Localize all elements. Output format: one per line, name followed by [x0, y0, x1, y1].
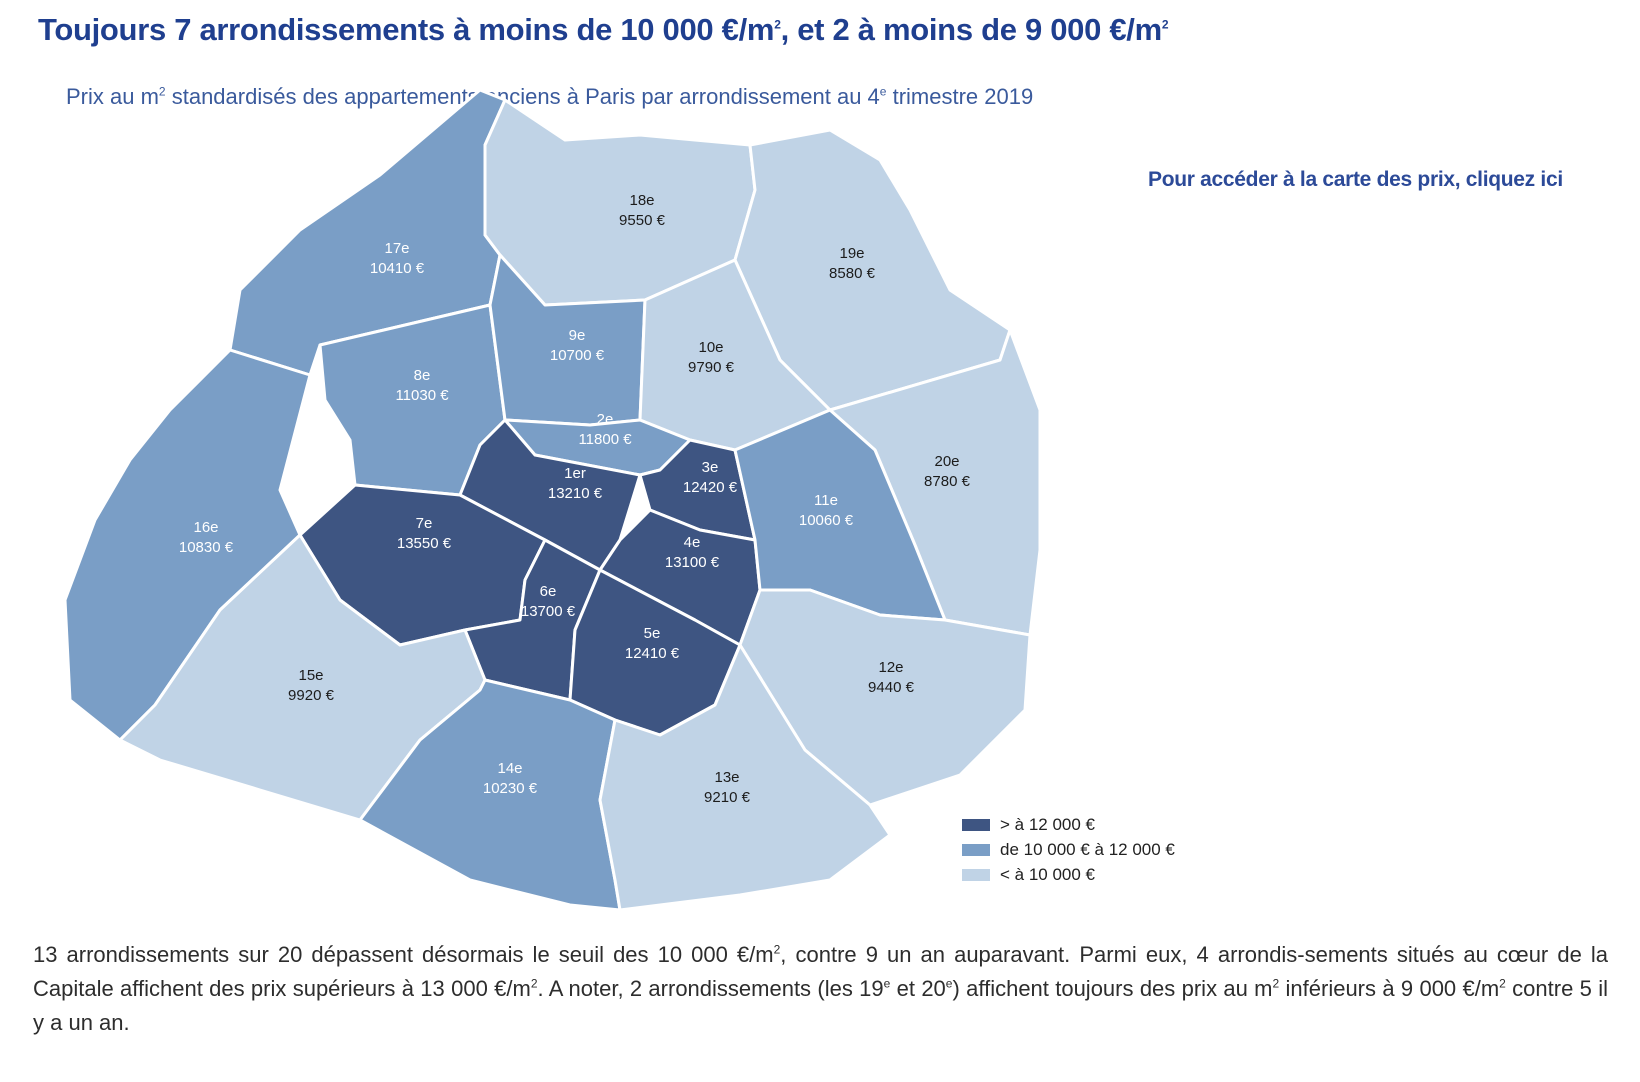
- legend-swatch: [962, 818, 990, 831]
- district-price: 8780 €: [924, 473, 971, 490]
- legend-item: de 10 000 € à 12 000 €: [962, 837, 1175, 862]
- district-price: 10700 €: [550, 347, 605, 364]
- district-name: 14e: [497, 760, 522, 777]
- district-label: 10e 9790 €: [688, 339, 735, 376]
- district-label: 11e 10060 €: [799, 492, 854, 529]
- title-superscript: 2: [1161, 17, 1169, 32]
- district-price: 10060 €: [799, 512, 854, 529]
- district-price: 9210 €: [704, 789, 751, 806]
- paragraph-superscript: 2: [1499, 976, 1506, 991]
- paragraph-text: 13 arrondissements sur 20 dépassent déso…: [33, 942, 774, 967]
- district-name: 15e: [298, 667, 323, 684]
- district-price: 10230 €: [483, 780, 538, 797]
- district-name: 10e: [698, 339, 723, 356]
- district-name: 19e: [839, 245, 864, 262]
- page-title: Toujours 7 arrondissements à moins de 10…: [38, 12, 1169, 48]
- district-label: 4e 13100 €: [665, 534, 720, 571]
- paragraph-superscript: 2: [773, 942, 781, 957]
- legend-label: < à 10 000 €: [1000, 864, 1096, 884]
- district-price: 11030 €: [395, 387, 449, 404]
- district-name: 5e: [644, 625, 661, 642]
- paragraph-text: . A noter, 2 arrondissements (les 19: [537, 976, 884, 1001]
- map-subtitle: Prix au m2 standardisés des appartements…: [66, 84, 1033, 110]
- district-price: 9920 €: [288, 687, 335, 704]
- district-price: 13700 €: [521, 603, 576, 620]
- district-label: 15e 9920 €: [288, 667, 335, 704]
- district-13[interactable]: [598, 643, 892, 912]
- subtitle-superscript: e: [879, 84, 887, 99]
- district-label: 7e 13550 €: [397, 515, 452, 552]
- district-name: 7e: [416, 515, 433, 532]
- district-price: 12420 €: [683, 479, 738, 496]
- district-14[interactable]: [358, 678, 622, 912]
- district-price: 13210 €: [548, 485, 603, 502]
- body-paragraph: 13 arrondissements sur 20 dépassent déso…: [33, 938, 1608, 1040]
- paragraph-superscript: e: [883, 976, 891, 991]
- district-price: 9440 €: [868, 679, 915, 696]
- legend-swatch: [962, 868, 990, 881]
- district-name: 8e: [414, 367, 431, 384]
- district-label: 13e 9210 €: [704, 769, 751, 806]
- district-name: 11e: [814, 492, 838, 509]
- district-price: 11800 €: [578, 431, 632, 448]
- paragraph-superscript: 2: [530, 976, 538, 991]
- district-label: 8e 11030 €: [395, 367, 449, 404]
- legend-item: < à 10 000 €: [962, 862, 1175, 887]
- district-label: 6e 13700 €: [521, 583, 576, 620]
- subtitle-superscript: 2: [158, 84, 166, 99]
- district-name: 1er: [564, 465, 586, 482]
- district-label: 14e 10230 €: [483, 760, 538, 797]
- district-label: 5e 12410 €: [625, 625, 680, 662]
- paragraph-text: inférieurs à 9 000 €/m: [1279, 976, 1500, 1001]
- legend-label: > à 12 000 €: [1000, 814, 1096, 834]
- district-label: 9e 10700 €: [550, 327, 605, 364]
- district-name: 2e: [597, 411, 614, 428]
- paragraph-text: ) affichent toujours des prix au m: [952, 976, 1273, 1001]
- district-label: 17e 10410 €: [370, 240, 425, 277]
- district-name: 13e: [714, 769, 739, 786]
- paris-arrondissement-map: 1er 13210 € 2e 11800 € 3e 12420 € 4e 13100 €…: [63, 88, 1042, 912]
- subtitle-text: trimestre 2019: [886, 84, 1034, 109]
- district-name: 9e: [569, 327, 586, 344]
- district-price: 13100 €: [665, 554, 720, 571]
- district-price: 9790 €: [688, 359, 735, 376]
- district-price: 9550 €: [619, 212, 666, 229]
- district-label: 1er 13210 €: [548, 465, 603, 502]
- district-name: 16e: [193, 519, 218, 536]
- title-text: Toujours 7 arrondissements à moins de 10…: [38, 12, 775, 47]
- subtitle-text: standardisés des appartements anciens à …: [165, 84, 880, 109]
- district-label: 12e 9440 €: [868, 659, 915, 696]
- district-name: 6e: [540, 583, 557, 600]
- district-name: 12e: [878, 659, 903, 676]
- paragraph-text: contre 5 il y a un an.: [33, 976, 1608, 1035]
- district-price: 13550 €: [397, 535, 452, 552]
- paragraph-superscript: 2: [1272, 976, 1280, 991]
- title-text: , et 2 à moins de 9 000 €/m: [780, 12, 1163, 47]
- district-price: 10830 €: [179, 539, 234, 556]
- district-name: 4e: [684, 534, 701, 551]
- district-label: 16e 10830 €: [179, 519, 234, 556]
- district-price: 12410 €: [625, 645, 680, 662]
- district-price: 8580 €: [829, 265, 876, 282]
- district-label: 18e 9550 €: [619, 192, 666, 229]
- district-name: 17e: [384, 240, 409, 257]
- legend-item: > à 12 000 €: [962, 812, 1175, 837]
- district-name: 18e: [629, 192, 654, 209]
- legend-label: de 10 000 € à 12 000 €: [1000, 839, 1175, 859]
- map-legend: > à 12 000 € de 10 000 € à 12 000 € < à …: [962, 812, 1175, 887]
- legend-swatch: [962, 843, 990, 856]
- district-price: 10410 €: [370, 260, 425, 277]
- district-name: 3e: [702, 459, 719, 476]
- title-superscript: 2: [774, 17, 781, 32]
- district-label: 19e 8580 €: [829, 245, 876, 282]
- district-label: 2e 11800 €: [578, 411, 632, 448]
- district-name: 20e: [934, 453, 959, 470]
- subtitle-text: Prix au m: [66, 84, 159, 109]
- price-map-link[interactable]: Pour accéder à la carte des prix, clique…: [1148, 168, 1563, 191]
- district-label: 3e 12420 €: [683, 459, 738, 496]
- district-label: 20e 8780 €: [924, 453, 971, 490]
- paragraph-text: , contre 9 un an auparavant. Parmi eux, …: [33, 942, 1608, 1001]
- paragraph-superscript: e: [945, 976, 953, 991]
- paragraph-text: et 20: [890, 976, 946, 1001]
